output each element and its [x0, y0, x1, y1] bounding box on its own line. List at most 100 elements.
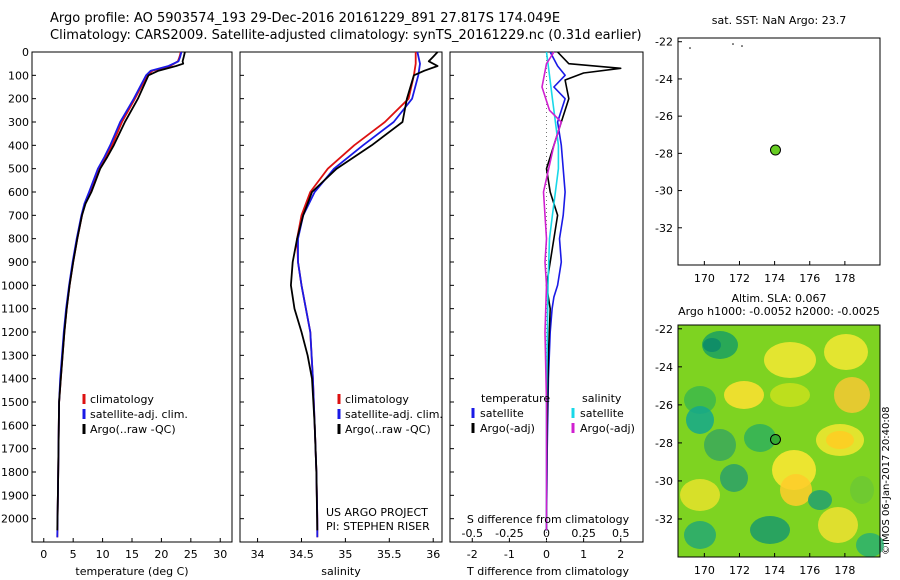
sla-y-tick-label: -24 [655, 361, 673, 374]
depth-tick-label: 800 [8, 233, 29, 246]
sla-blob [834, 377, 870, 413]
x-tick-label: 0 [543, 548, 550, 561]
x-axis-label: salinity [321, 565, 361, 578]
depth-tick-label: 900 [8, 256, 29, 269]
sla-map-frame [677, 324, 881, 558]
sst-x-tick-label: 170 [694, 272, 715, 285]
sla-blob [824, 334, 868, 370]
sst-speck [741, 45, 743, 47]
depth-tick-label: 1900 [1, 489, 29, 502]
depth-tick-label: 1600 [1, 419, 29, 432]
sla-blob [724, 381, 764, 409]
sla-blob [826, 431, 854, 449]
legend-label: Argo(..raw -QC) [345, 423, 431, 436]
depth-tick-label: 1800 [1, 466, 29, 479]
depth-tick-label: 1000 [1, 279, 29, 292]
x2-tick-label: -0.25 [495, 527, 523, 540]
sla-y-tick-label: -22 [655, 323, 673, 336]
x-tick-label: 5 [70, 548, 77, 561]
sla-blob [750, 516, 790, 544]
legend-label: Argo(-adj) [580, 422, 635, 435]
sst-x-tick-label: 176 [799, 272, 820, 285]
x2-axis-label: S difference from climatology [467, 513, 630, 526]
project-annotation: US ARGO PROJECT [326, 506, 428, 519]
legend-label: climatology [345, 393, 409, 406]
depth-tick-label: 1400 [1, 373, 29, 386]
depth-tick-label: 1500 [1, 396, 29, 409]
sla-y-tick-label: -32 [655, 513, 673, 526]
sst-speck [732, 43, 734, 45]
argo-position-marker [769, 433, 781, 445]
sla-blob [720, 464, 748, 492]
sla-blob [704, 429, 736, 461]
depth-tick-label: 1200 [1, 326, 29, 339]
depth-tick-label: 1100 [1, 303, 29, 316]
x-tick-label: 15 [125, 548, 139, 561]
sal-argo-diff [541, 51, 563, 531]
sla-blob [703, 338, 721, 352]
x-tick-label: 34 [251, 548, 265, 561]
header-line-1: Argo profile: AO 5903574_193 29-Dec-2016… [50, 11, 561, 26]
temperature-panel-frame [31, 51, 233, 543]
depth-tick-label: 100 [8, 69, 29, 82]
sla-map-subtitle: Argo h1000: -0.0052 h2000: -0.0025 [678, 305, 880, 318]
x-tick-label: 1 [580, 548, 587, 561]
x2-tick-label: 0.25 [571, 527, 596, 540]
sla-blob [764, 342, 816, 378]
sla-y-tick-label: -28 [655, 437, 673, 450]
x-tick-label: 36 [426, 548, 440, 561]
x-tick-label: 20 [154, 548, 168, 561]
legend-title: salinity [582, 392, 622, 405]
x2-tick-label: -0.5 [462, 527, 483, 540]
sla-blob [744, 424, 776, 452]
salinity-series-2 [289, 51, 439, 531]
sst-y-tick-label: -26 [655, 110, 673, 123]
sla-blob [850, 476, 874, 504]
sla-map-title: Altim. SLA: 0.067 [731, 292, 826, 305]
sla-blob [686, 406, 714, 434]
sla-blob [684, 521, 716, 549]
x-tick-label: 25 [184, 548, 198, 561]
sla-blob [684, 386, 716, 414]
sla-blob [780, 474, 812, 506]
sla-x-tick-label: 176 [799, 564, 820, 577]
x-tick-label: 35.5 [377, 548, 402, 561]
depth-tick-label: 600 [8, 186, 29, 199]
sla-blob [680, 479, 720, 511]
depth-tick-label: 700 [8, 209, 29, 222]
sst-y-tick-label: -24 [655, 73, 673, 86]
header-line-2: Climatology: CARS2009. Satellite-adjuste… [50, 28, 642, 43]
depth-tick-label: 400 [8, 139, 29, 152]
sla-x-tick-label: 172 [729, 564, 750, 577]
legend-label: Argo(..raw -QC) [90, 423, 176, 436]
x-tick-label: 2 [617, 548, 624, 561]
x2-tick-label: 0.5 [612, 527, 630, 540]
legend-label: Argo(-adj) [480, 422, 535, 435]
legend-label: satellite-adj. clim. [345, 408, 443, 421]
x2-tick-label: 0 [543, 527, 550, 540]
x-tick-label: -2 [467, 548, 478, 561]
sst-x-tick-label: 174 [764, 272, 785, 285]
sst-y-tick-label: -32 [655, 222, 673, 235]
depth-tick-label: 200 [8, 93, 29, 106]
depth-tick-label: 500 [8, 163, 29, 176]
x-tick-label: 35 [338, 548, 352, 561]
legend-label: satellite [480, 407, 524, 420]
temp-argo-diff [545, 51, 622, 531]
sla-blob [808, 490, 832, 510]
sst-y-tick-label: -22 [655, 36, 673, 49]
sst-x-tick-label: 178 [834, 272, 855, 285]
sal-satellite-diff [545, 51, 560, 531]
sst-y-tick-label: -28 [655, 147, 673, 160]
sla-x-tick-label: 178 [834, 564, 855, 577]
x-tick-label: 10 [96, 548, 110, 561]
depth-tick-label: 300 [8, 116, 29, 129]
sst-y-tick-label: -30 [655, 185, 673, 198]
sla-heatmap [678, 325, 884, 557]
x-tick-label: 0 [40, 548, 47, 561]
salinity-panel-frame [239, 51, 443, 543]
sla-blob [856, 533, 884, 557]
x-axis-label: temperature (deg C) [75, 565, 188, 578]
sla-y-tick-label: -30 [655, 475, 673, 488]
x-axis-label: T difference from climatology [466, 565, 629, 578]
